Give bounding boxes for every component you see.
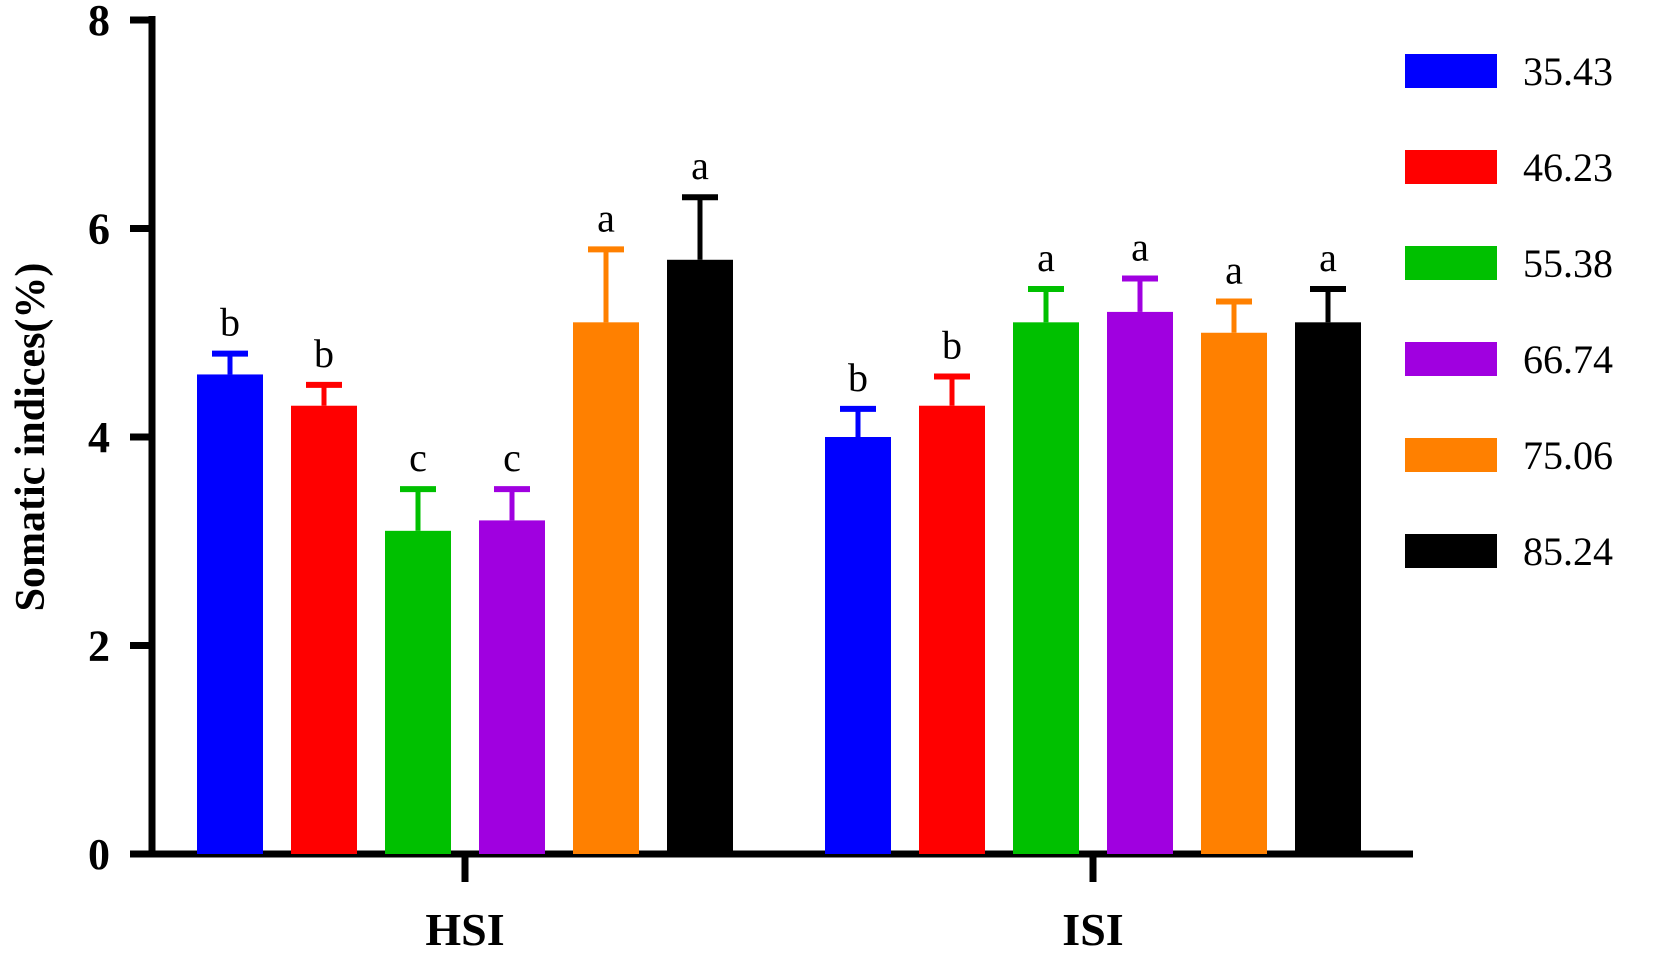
x-category-label: ISI (1062, 904, 1123, 955)
legend-swatch (1405, 438, 1497, 472)
bar (573, 322, 639, 854)
legend-swatch (1405, 246, 1497, 280)
significance-label: b (942, 323, 962, 368)
legend-label: 66.74 (1523, 337, 1613, 382)
legend-label: 85.24 (1523, 529, 1613, 574)
bar (919, 405, 985, 854)
legend-swatch (1405, 54, 1497, 88)
significance-label: b (220, 300, 240, 345)
legend-swatch (1405, 342, 1497, 376)
bar (1295, 322, 1361, 854)
y-tick-label: 4 (88, 413, 110, 462)
legend-swatch (1405, 150, 1497, 184)
significance-label: a (691, 143, 709, 188)
y-axis-label: Somatic indices(%) (8, 263, 54, 612)
bar (197, 374, 263, 854)
y-tick-label: 8 (88, 0, 110, 45)
y-tick-label: 6 (88, 205, 110, 254)
legend-label: 35.43 (1523, 49, 1613, 94)
significance-label: b (314, 331, 334, 376)
legend-swatch (1405, 534, 1497, 568)
x-category-label: HSI (425, 904, 504, 955)
significance-label: a (1131, 225, 1149, 270)
bar (1107, 311, 1173, 854)
significance-label: a (1225, 247, 1243, 292)
legend-label: 75.06 (1523, 433, 1613, 478)
y-tick-label: 0 (88, 830, 110, 879)
significance-label: a (1037, 235, 1055, 280)
significance-label: b (848, 355, 868, 400)
legend-label: 55.38 (1523, 241, 1613, 286)
significance-label: a (597, 195, 615, 240)
bar (291, 405, 357, 854)
bar (667, 259, 733, 854)
bar (385, 530, 451, 854)
significance-label: c (503, 435, 521, 480)
bar (1013, 322, 1079, 854)
significance-label: c (409, 435, 427, 480)
bar (1201, 332, 1267, 854)
y-tick-label: 2 (88, 622, 110, 671)
bar (825, 437, 891, 854)
significance-label: a (1319, 235, 1337, 280)
legend-label: 46.23 (1523, 145, 1613, 190)
bar (479, 520, 545, 854)
